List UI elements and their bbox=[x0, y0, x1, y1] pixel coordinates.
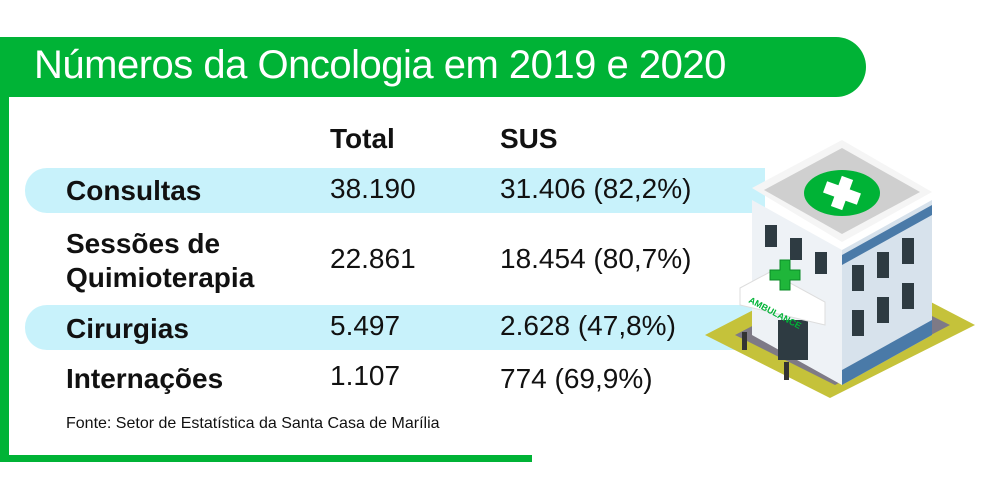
left-border bbox=[0, 96, 9, 462]
row-total: 38.190 bbox=[330, 173, 416, 204]
row-total: 5.497 bbox=[330, 310, 401, 341]
row-total: 22.861 bbox=[330, 243, 416, 274]
hospital-building-icon: AMBULANCE bbox=[705, 140, 975, 398]
col-header-sus: SUS bbox=[500, 123, 558, 154]
row-label: Consultas bbox=[66, 175, 202, 206]
row-total: 1.107 bbox=[330, 360, 401, 391]
row-band-cirurgias bbox=[25, 305, 765, 350]
bottom-border bbox=[0, 455, 532, 462]
row-sus: 31.406 (82,2%) bbox=[500, 173, 692, 204]
title: Números da Oncologia em 2019 e 2020 bbox=[34, 43, 726, 87]
row-label: Internações bbox=[66, 363, 224, 394]
source-note: Fonte: Setor de Estatística da Santa Cas… bbox=[66, 415, 440, 432]
row-label: Sessões de bbox=[66, 228, 221, 259]
col-header-total: Total bbox=[330, 123, 395, 154]
row-sus: 774 (69,9%) bbox=[500, 363, 653, 394]
row-label: Cirurgias bbox=[66, 313, 189, 344]
row-sus: 2.628 (47,8%) bbox=[500, 310, 676, 341]
row-band-consultas bbox=[25, 168, 765, 213]
row-sus: 18.454 (80,7%) bbox=[500, 243, 692, 274]
title-banner: Números da Oncologia em 2019 e 2020 bbox=[0, 37, 866, 97]
row-label: Quimioterapia bbox=[66, 262, 255, 293]
